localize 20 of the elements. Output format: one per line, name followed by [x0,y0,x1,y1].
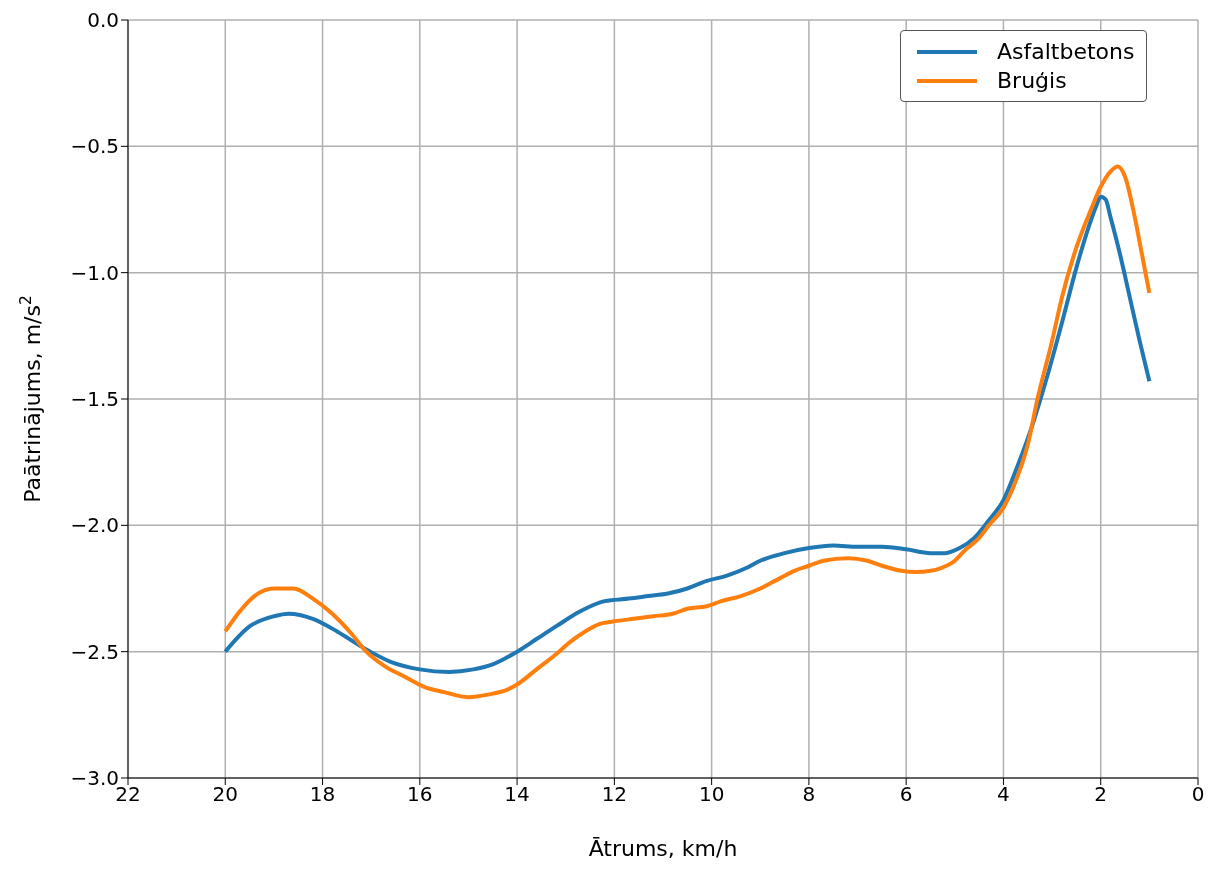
x-tick-label: 14 [504,782,530,807]
y-tick-label: −1.0 [70,260,119,285]
y-tick-label: 0.0 [87,8,119,33]
legend-label: Asfaltbetons [997,39,1135,64]
x-tick-label: 20 [212,782,238,807]
legend-label: Bruģis [997,68,1067,93]
x-tick-label: 6 [899,782,913,807]
x-tick-label: 2 [1094,782,1108,807]
y-tick-label: −2.5 [70,639,119,664]
y-tick-label: −1.5 [70,387,119,412]
y-tick-label: −0.5 [70,134,119,159]
x-tick-label: 8 [802,782,816,807]
x-tick-label: 18 [309,782,336,807]
y-tick-label: −2.0 [70,513,119,538]
x-axis-title: Ātrums, km/h [588,836,738,861]
x-tick-label: 10 [698,782,725,807]
x-tick-label: 4 [997,782,1010,807]
x-tick-label: 16 [407,782,433,807]
x-tick-label: 0 [1191,782,1205,807]
x-tick-label: 12 [601,782,628,807]
